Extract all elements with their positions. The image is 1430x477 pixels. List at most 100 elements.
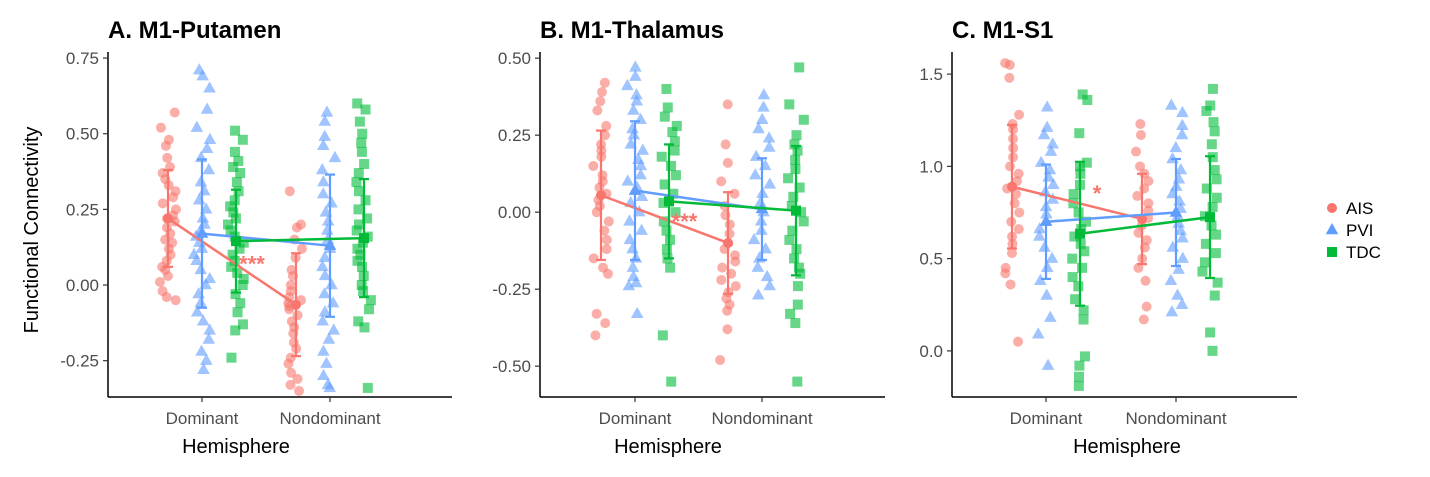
data-point-tdc	[667, 127, 678, 138]
data-point-tdc	[1079, 246, 1090, 257]
data-point-ais	[600, 318, 611, 329]
data-point-tdc	[671, 120, 682, 131]
data-point-pvi	[323, 380, 337, 393]
data-point-tdc	[1206, 139, 1217, 150]
data-point-ais	[292, 373, 303, 384]
data-point-ais	[296, 243, 307, 254]
data-point-pvi	[328, 150, 342, 163]
legend-label-ais: AIS	[1346, 199, 1373, 218]
data-point-tdc	[792, 145, 803, 156]
data-point-ais	[283, 358, 294, 369]
panel-title-s1: C. M1-S1	[952, 17, 1053, 44]
data-point-ais	[160, 140, 171, 151]
data-point-pvi	[627, 128, 641, 140]
data-point-pvi	[200, 102, 214, 114]
data-point-tdc	[232, 267, 243, 278]
data-point-tdc	[353, 204, 364, 215]
data-point-pvi	[763, 177, 777, 189]
data-point-tdc	[1082, 94, 1093, 105]
data-point-ais	[601, 244, 612, 255]
data-point-tdc	[1210, 248, 1221, 259]
data-point-ais	[588, 253, 599, 264]
data-point-ais	[1138, 314, 1149, 325]
data-point-pvi	[622, 279, 636, 291]
data-point-pvi	[1046, 137, 1059, 149]
plot-area-s1: 1.5 1.0 0.5 0.0 Dominant Nondominant *	[919, 52, 1297, 428]
data-point-tdc	[229, 255, 240, 266]
data-point-tdc	[1207, 83, 1218, 94]
data-point-tdc	[235, 298, 246, 309]
data-point-ais	[1143, 198, 1154, 209]
data-point-ais	[1141, 301, 1152, 312]
mean-point-tdc	[791, 205, 801, 216]
mean-point-pvi	[1039, 214, 1053, 226]
data-point-tdc	[658, 197, 669, 208]
data-point-pvi	[1176, 105, 1189, 118]
data-point-ais	[601, 120, 612, 131]
y-tick-label: 1.5	[919, 65, 943, 84]
data-point-tdc	[1077, 89, 1088, 100]
data-point-ais	[155, 277, 166, 287]
data-point-tdc	[225, 225, 236, 236]
data-point-ais	[294, 385, 305, 396]
data-point-tdc	[1209, 290, 1220, 301]
mean-point-ais	[291, 299, 301, 310]
data-point-ais	[1014, 207, 1025, 218]
data-point-pvi	[757, 88, 771, 100]
data-point-pvi	[629, 276, 643, 288]
panel-title-putamen: A. M1-Putamen	[108, 17, 281, 44]
data-point-pvi	[196, 69, 209, 81]
mean-point-ais	[723, 237, 733, 248]
data-point-tdc	[661, 225, 672, 236]
y-tick-label: 0.25	[66, 200, 99, 219]
data-point-pvi	[1176, 251, 1190, 263]
data-point-pvi	[316, 187, 330, 199]
data-point-tdc	[356, 146, 367, 157]
data-point-ais	[1135, 161, 1146, 172]
data-point-pvi	[1175, 128, 1189, 140]
data-point-pvi	[1165, 305, 1179, 317]
data-point-pvi	[1046, 192, 1060, 204]
data-point-tdc	[1201, 183, 1212, 194]
data-point-pvi	[322, 332, 336, 344]
data-point-ais	[1006, 248, 1017, 259]
data-point-tdc	[1211, 192, 1222, 203]
data-point-tdc	[230, 125, 241, 136]
significance-marker: *	[1093, 181, 1102, 206]
mean-point-ais	[596, 190, 606, 201]
data-point-pvi	[318, 305, 332, 317]
data-point-ais	[603, 216, 614, 227]
data-point-pvi	[1176, 118, 1189, 130]
data-point-tdc	[662, 102, 673, 113]
y-tick-label: 0.0	[919, 342, 943, 361]
legend-key-pvi	[1325, 223, 1339, 235]
data-point-ais	[291, 222, 302, 233]
data-point-pvi	[623, 232, 637, 245]
significance-marker: ***	[239, 252, 265, 277]
data-point-ais	[284, 186, 295, 197]
data-point-pvi	[325, 278, 338, 290]
data-point-tdc	[357, 128, 368, 139]
mean-line-tdc	[1079, 215, 1211, 235]
y-tick-label: -0.25	[492, 280, 531, 299]
data-point-ais	[1135, 118, 1146, 129]
data-point-ais	[1135, 130, 1146, 141]
data-point-tdc	[227, 249, 238, 260]
data-point-ais	[285, 379, 296, 390]
data-point-pvi	[317, 175, 330, 187]
data-point-pvi	[194, 296, 207, 308]
data-point-tdc	[659, 111, 670, 122]
data-point-tdc	[357, 261, 368, 272]
data-point-pvi	[1045, 251, 1059, 263]
data-point-pvi	[630, 306, 644, 319]
data-point-tdc	[1067, 272, 1078, 283]
mean-point-pvi	[1169, 205, 1183, 217]
data-point-pvi	[318, 268, 332, 281]
data-point-ais	[716, 274, 727, 285]
data-point-pvi	[1033, 229, 1046, 241]
data-point-tdc	[665, 262, 676, 273]
data-point-ais	[730, 281, 741, 292]
y-tick-label: 0.75	[66, 49, 99, 68]
data-point-ais	[169, 107, 180, 118]
data-point-tdc	[354, 116, 365, 127]
